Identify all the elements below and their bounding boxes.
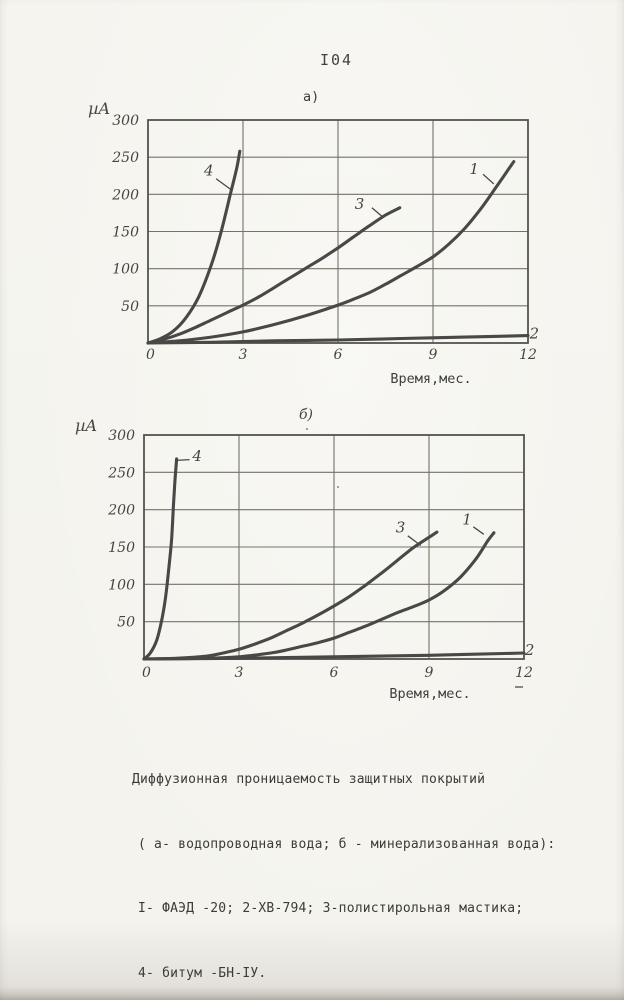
- y-tick-label: 300: [108, 428, 135, 444]
- x-tick-label: 6: [334, 347, 343, 363]
- chart-title: а): [303, 89, 319, 105]
- curve-label-3: 3: [396, 519, 406, 537]
- plot-border: [147, 119, 529, 344]
- curve-label-leader: [407, 535, 422, 547]
- x-tick-label: 3: [235, 665, 244, 681]
- curve-label-2: 2: [524, 641, 535, 659]
- y-tick-label: 300: [112, 113, 139, 129]
- curve-label-leader: [482, 173, 495, 185]
- curve-4: [146, 149, 242, 345]
- y-tick-label: 250: [107, 465, 135, 481]
- y-unit-label: µA: [88, 99, 110, 118]
- x-tick-label: 9: [425, 665, 434, 681]
- scan-speck: [306, 428, 308, 430]
- y-tick-label: 200: [111, 187, 139, 203]
- curve-3: [146, 206, 402, 345]
- y-tick-label: 250: [111, 150, 139, 166]
- y-tick-label: 100: [112, 262, 139, 278]
- x-axis-label: Время,мес.: [389, 686, 470, 702]
- caption-line: 4- битум -БН-IУ.: [138, 965, 267, 981]
- y-unit-label: µA: [75, 416, 97, 435]
- curve-label-4: 4: [203, 162, 214, 180]
- curve-label-leader: [176, 458, 190, 462]
- x-tick-label: 9: [429, 347, 438, 363]
- caption-line: I- ФАЭД -20; 2-ХВ-794; 3-полистирольная …: [138, 901, 524, 916]
- curve-1: [142, 531, 496, 661]
- x-tick-label: 6: [330, 665, 339, 681]
- caption-line: Диффузионная проницаемость защитных покр…: [132, 772, 486, 787]
- curve-label-leader: [215, 178, 231, 190]
- curve-3: [142, 530, 439, 661]
- caption-line: ( а- водопроводная вода; б - минерализов…: [138, 836, 556, 852]
- figure-caption: Диффузионная проницаемость защитных покр…: [132, 726, 555, 1000]
- plot-border: [143, 434, 525, 660]
- curve-2: [146, 334, 530, 345]
- y-tick-label: 100: [108, 577, 135, 593]
- x-axis-label: Время,мес.: [390, 371, 471, 387]
- curve-1: [146, 160, 516, 345]
- curve-label-3: 3: [355, 195, 365, 213]
- curve-label-2: 2: [529, 324, 540, 342]
- curve-label-4: 4: [191, 447, 202, 465]
- curve-label-1: 1: [469, 160, 479, 178]
- x-tick-label: 0: [146, 347, 155, 363]
- curve-label-leader: [472, 526, 485, 535]
- x-tick-label: 12: [515, 665, 533, 681]
- x-tick-label: 0: [142, 665, 151, 681]
- chart-title: б): [299, 407, 313, 423]
- x-tick-label: 3: [239, 347, 248, 363]
- y-tick-label: 200: [107, 503, 135, 519]
- curve-4: [142, 457, 179, 661]
- y-tick-label: 150: [112, 225, 139, 241]
- curve-2: [142, 651, 526, 661]
- scan-speck: [337, 486, 339, 488]
- x-tick-label: 12: [519, 347, 537, 363]
- y-tick-label: 50: [121, 299, 139, 315]
- y-tick-label: 150: [108, 540, 135, 556]
- curve-label-1: 1: [462, 510, 472, 528]
- curve-label-leader: [371, 207, 383, 218]
- y-tick-label: 50: [117, 615, 135, 631]
- page-number: I04: [320, 51, 354, 69]
